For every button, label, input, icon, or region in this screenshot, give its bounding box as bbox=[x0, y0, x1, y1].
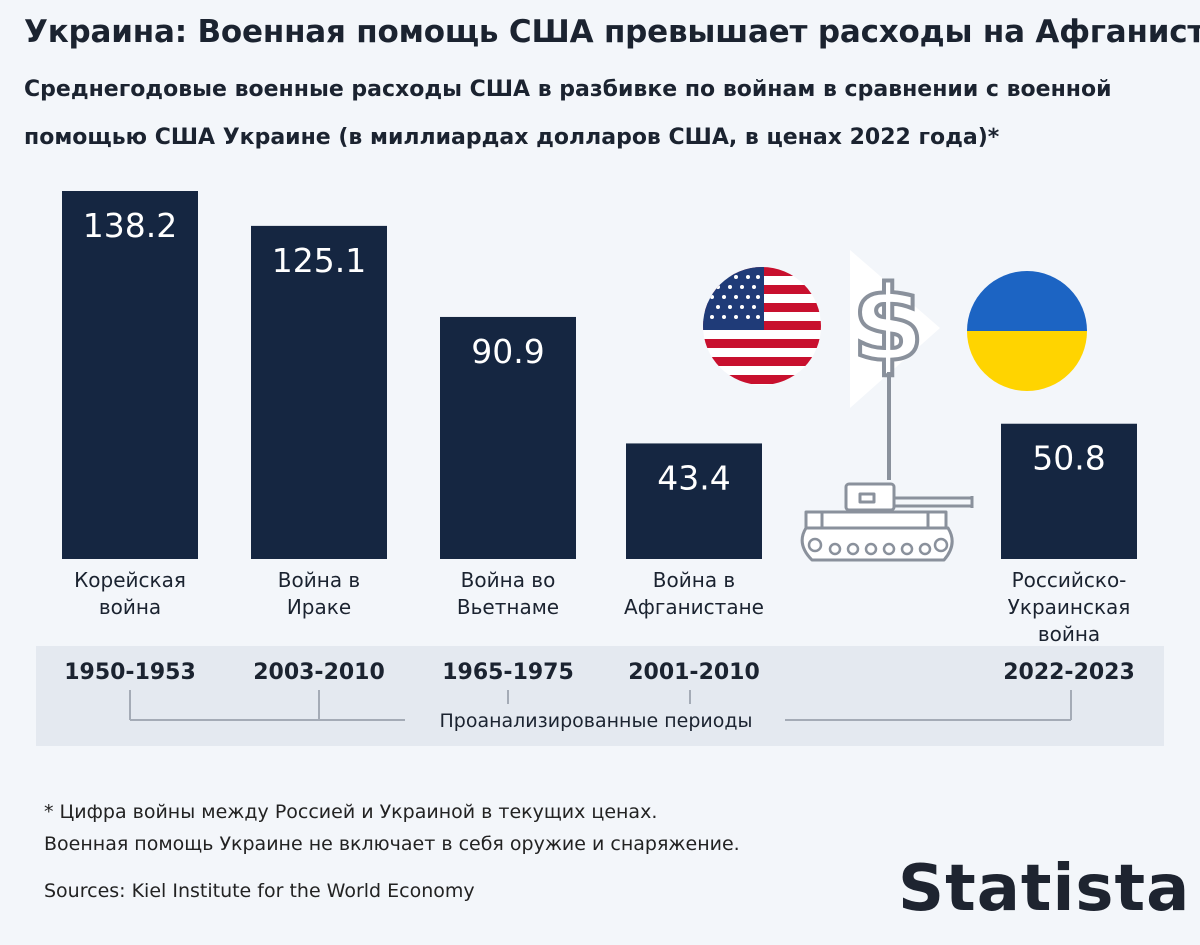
period-label: 1950-1953 bbox=[64, 660, 196, 685]
category-label: война bbox=[1038, 622, 1100, 646]
bar bbox=[251, 225, 387, 559]
footnote-line: Военная помощь Украине не включает в себ… bbox=[44, 833, 740, 855]
period-bracket bbox=[129, 690, 1072, 721]
bar bbox=[626, 443, 762, 559]
category-label: Корейская bbox=[74, 568, 186, 592]
bar-value-label: 90.9 bbox=[471, 332, 544, 371]
footnote-line: * Цифра войны между Россией и Украиной в… bbox=[44, 801, 658, 823]
period-label: 2003-2010 bbox=[253, 660, 385, 685]
period-label: 1965-1975 bbox=[442, 660, 574, 685]
category-label: Война в bbox=[653, 568, 735, 592]
period-label: 2001-2010 bbox=[628, 660, 760, 685]
category-label: Вьетнаме bbox=[457, 595, 559, 619]
category-label: Война во bbox=[461, 568, 556, 592]
category-label: Ираке bbox=[287, 595, 351, 619]
bar-value-label: 50.8 bbox=[1032, 439, 1105, 478]
bar bbox=[62, 191, 198, 559]
category-label: война bbox=[99, 595, 161, 619]
timeline-band bbox=[36, 646, 1164, 746]
bar-value-label: 125.1 bbox=[272, 241, 366, 280]
periods-caption: Проанализированные периоды bbox=[439, 710, 752, 732]
category-label: Украинская bbox=[1008, 595, 1131, 619]
category-label: Война в bbox=[278, 568, 360, 592]
bar-value-label: 43.4 bbox=[657, 458, 730, 497]
chart-subtitle: Среднегодовые военные расходы США в разб… bbox=[24, 77, 1112, 150]
bar bbox=[440, 316, 576, 559]
svg-text:$: $ bbox=[852, 263, 924, 385]
bar-value-label: 138.2 bbox=[83, 206, 177, 245]
tank-icon bbox=[800, 482, 974, 562]
dollar-arrow-icon: $ bbox=[850, 250, 940, 480]
category-label: Российско- bbox=[1012, 568, 1127, 592]
category-label: Афганистане bbox=[624, 595, 764, 619]
statista-logo: Statista bbox=[898, 852, 1191, 926]
period-label: 2022-2023 bbox=[1003, 660, 1135, 685]
us-flag-icon bbox=[703, 267, 821, 385]
footnote: * Цифра войны между Россией и Украиной в… bbox=[44, 796, 740, 860]
chart-title: Украина: Военная помощь США превышает ра… bbox=[24, 14, 1200, 50]
ukraine-flag-icon bbox=[967, 271, 1087, 391]
source-text: Sources: Kiel Institute for the World Ec… bbox=[44, 880, 475, 902]
bar bbox=[1001, 423, 1137, 559]
